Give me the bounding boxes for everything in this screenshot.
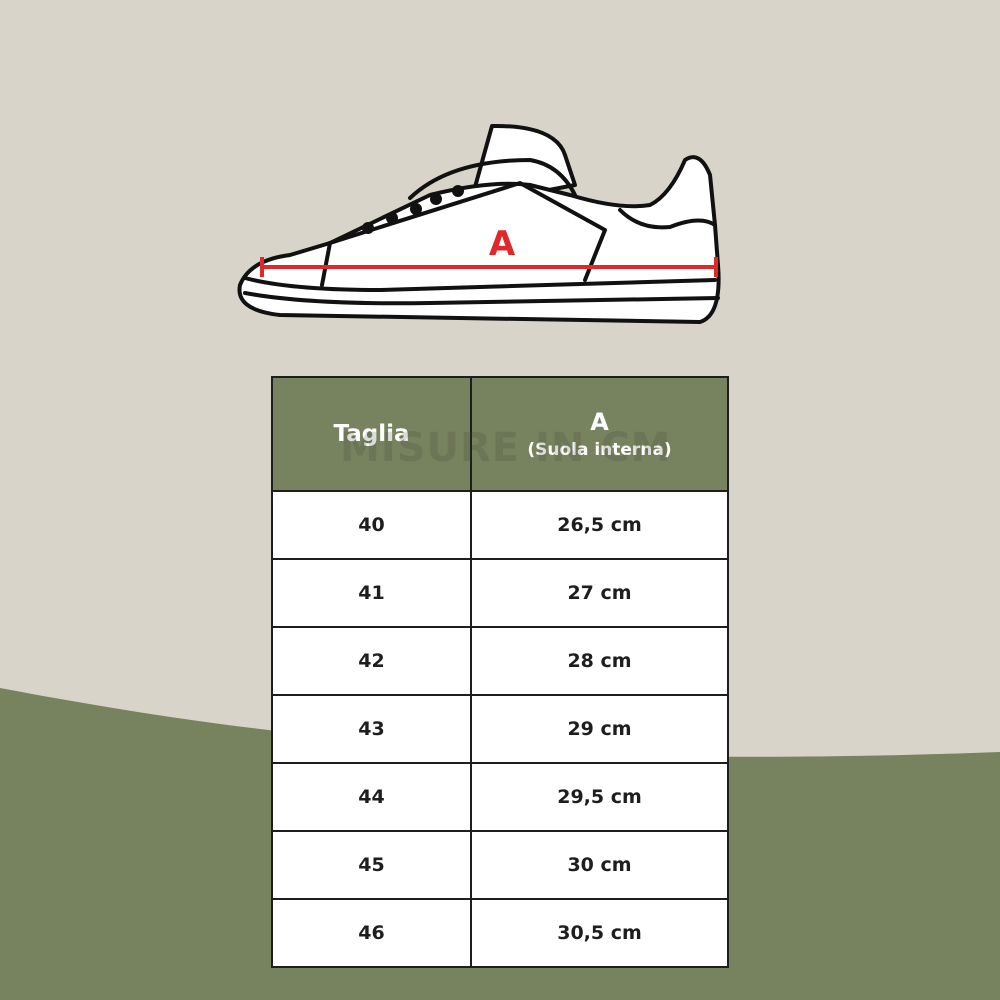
- table-row: 40 26,5 cm: [271, 490, 729, 560]
- size-cell: 46: [271, 898, 472, 968]
- length-cell: 30 cm: [470, 830, 729, 900]
- length-cell: 29,5 cm: [470, 762, 729, 832]
- table-header-row: Taglia A (Suola interna): [271, 376, 729, 492]
- table-row: 43 29 cm: [271, 694, 729, 764]
- table-row: 46 30,5 cm: [271, 898, 729, 968]
- size-cell: 40: [271, 490, 472, 560]
- length-cell: 26,5 cm: [470, 490, 729, 560]
- size-cell: 43: [271, 694, 472, 764]
- table-row: 41 27 cm: [271, 558, 729, 628]
- length-cell: 27 cm: [470, 558, 729, 628]
- table-row: 44 29,5 cm: [271, 762, 729, 832]
- size-cell: 44: [271, 762, 472, 832]
- header-size: Taglia: [271, 376, 472, 492]
- header-measure: A (Suola interna): [470, 376, 729, 492]
- table-row: 42 28 cm: [271, 626, 729, 696]
- length-cell: 30,5 cm: [470, 898, 729, 968]
- length-cell: 28 cm: [470, 626, 729, 696]
- length-cell: 29 cm: [470, 694, 729, 764]
- table-row: 45 30 cm: [271, 830, 729, 900]
- size-cell: 41: [271, 558, 472, 628]
- size-cell: 45: [271, 830, 472, 900]
- size-cell: 42: [271, 626, 472, 696]
- measure-label: A: [489, 224, 516, 264]
- header-measure-label: A: [590, 408, 609, 436]
- header-measure-sub: (Suola interna): [527, 440, 672, 460]
- sneaker-side-icon: A: [237, 123, 721, 324]
- size-chart-table: Taglia A (Suola interna) 40 26,5 cm 41 27 c…: [271, 376, 729, 968]
